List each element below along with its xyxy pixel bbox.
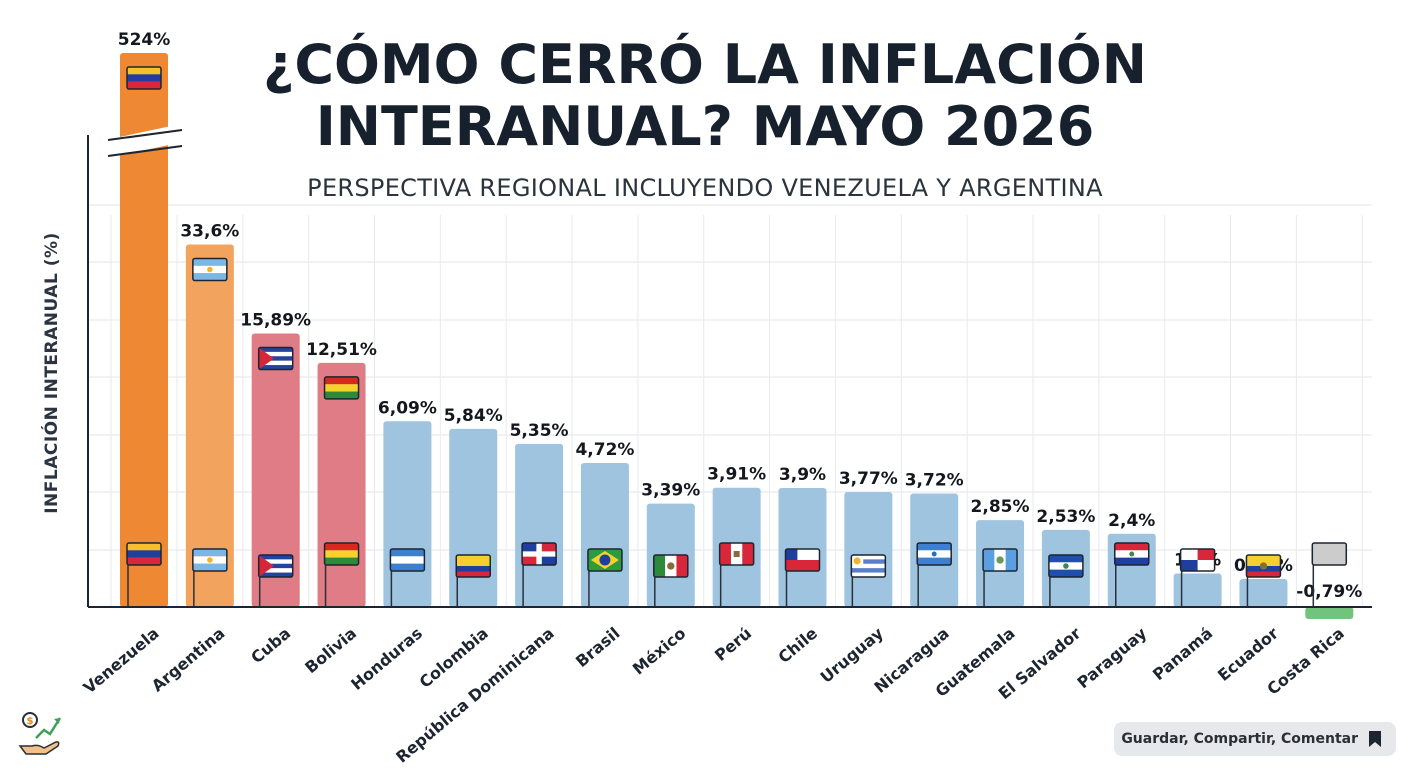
- mexico-flag: [653, 554, 689, 578]
- x-tick-label: Ecuador: [1214, 623, 1282, 685]
- colombia-flag: [455, 554, 491, 578]
- brazil-flag: [587, 548, 623, 572]
- value-label: -0,79%: [1296, 582, 1362, 602]
- paraguay-flag: [1114, 542, 1150, 566]
- x-tick-label: Venezuela: [80, 624, 163, 698]
- uruguay-flag: [850, 554, 887, 578]
- x-tick-label: Honduras: [347, 624, 426, 694]
- bolivia-flag: [323, 376, 360, 400]
- bars: 524% Venezuela 33,6% Argentina 15,89% Cuba 12,…: [80, 30, 1363, 767]
- bookmark-icon: [1369, 731, 1381, 747]
- value-label: 5,84%: [444, 406, 503, 426]
- bar-argentina: [185, 244, 234, 607]
- costa-rica-flag: [1311, 542, 1348, 566]
- guatemala-flag: [982, 548, 1018, 572]
- bar-venezuela: [120, 53, 168, 607]
- panama-flag: [1179, 548, 1216, 572]
- value-label: 524%: [118, 30, 171, 50]
- dominican-republic-flag: [521, 542, 557, 566]
- peru-flag: [718, 542, 755, 566]
- axis-break-mark: [104, 124, 184, 158]
- el-salvador-flag: [1048, 554, 1084, 578]
- value-label: 5,35%: [510, 421, 569, 441]
- value-label: 3,91%: [707, 465, 766, 485]
- argentina-flag: [192, 257, 228, 282]
- venezuela-flag: [126, 66, 162, 90]
- value-label: 4,72%: [575, 440, 634, 460]
- footer-action-label: Guardar, Compartir, Comentar: [1121, 731, 1358, 747]
- nicaragua-flag: [916, 542, 952, 566]
- bar-chile: [778, 488, 827, 607]
- ecuador-flag: [1245, 554, 1282, 578]
- svg-text:$: $: [27, 716, 34, 727]
- value-label: 3,72%: [905, 471, 964, 491]
- cuba-flag: [257, 346, 294, 371]
- bar-brazil: [580, 463, 629, 607]
- value-label: 2,53%: [1036, 507, 1095, 527]
- value-label: 15,89%: [240, 311, 311, 331]
- x-tick-label: Perú: [711, 624, 755, 665]
- chart-title: ¿CÓMO CERRÓ LA INFLACIÓN INTERANUAL? MAY…: [263, 33, 1147, 158]
- value-label: 2,85%: [971, 497, 1030, 517]
- x-tick-label: México: [629, 624, 690, 679]
- bar-dominican-republic: [515, 443, 564, 607]
- value-label: 12,51%: [306, 340, 377, 360]
- value-label: 33,6%: [180, 222, 239, 242]
- chart-subtitle: PERSPECTIVA REGIONAL INCLUYENDO VENEZUEL…: [307, 174, 1103, 202]
- cuba-flag: [257, 554, 294, 578]
- x-tick-label: Chile: [774, 623, 821, 667]
- gridlines: [88, 204, 1372, 607]
- x-tick-label: Bolivia: [301, 624, 360, 678]
- save-share-comment-button[interactable]: Guardar, Compartir, Comentar: [1114, 722, 1396, 756]
- value-label: 3,9%: [779, 465, 826, 485]
- bar-honduras: [383, 421, 432, 607]
- value-label: 3,39%: [641, 481, 700, 501]
- bar-uruguay: [844, 492, 893, 607]
- bar-colombia: [449, 428, 498, 607]
- value-label: 6,09%: [378, 398, 437, 418]
- bar-ecuador: [1239, 578, 1288, 607]
- honduras-flag: [389, 548, 426, 572]
- bolivia-flag: [323, 542, 360, 566]
- bar-costa-rica: [1305, 607, 1354, 619]
- bar-cuba: [251, 333, 300, 607]
- x-tick-label: Panamá: [1149, 624, 1216, 685]
- chile-flag: [784, 548, 821, 572]
- value-label: 2,4%: [1108, 511, 1155, 531]
- x-tick-label: Brasil: [572, 624, 624, 672]
- x-tick-label: Argentina: [148, 624, 229, 696]
- x-tick-label: Cuba: [247, 624, 294, 668]
- value-label: 3,77%: [839, 469, 898, 489]
- x-tick-label: Paraguay: [1073, 623, 1150, 692]
- finance-growth-icon: $: [18, 712, 62, 755]
- argentina-flag: [192, 548, 228, 572]
- bar-panama: [1173, 573, 1222, 607]
- venezuela-flag: [126, 542, 162, 566]
